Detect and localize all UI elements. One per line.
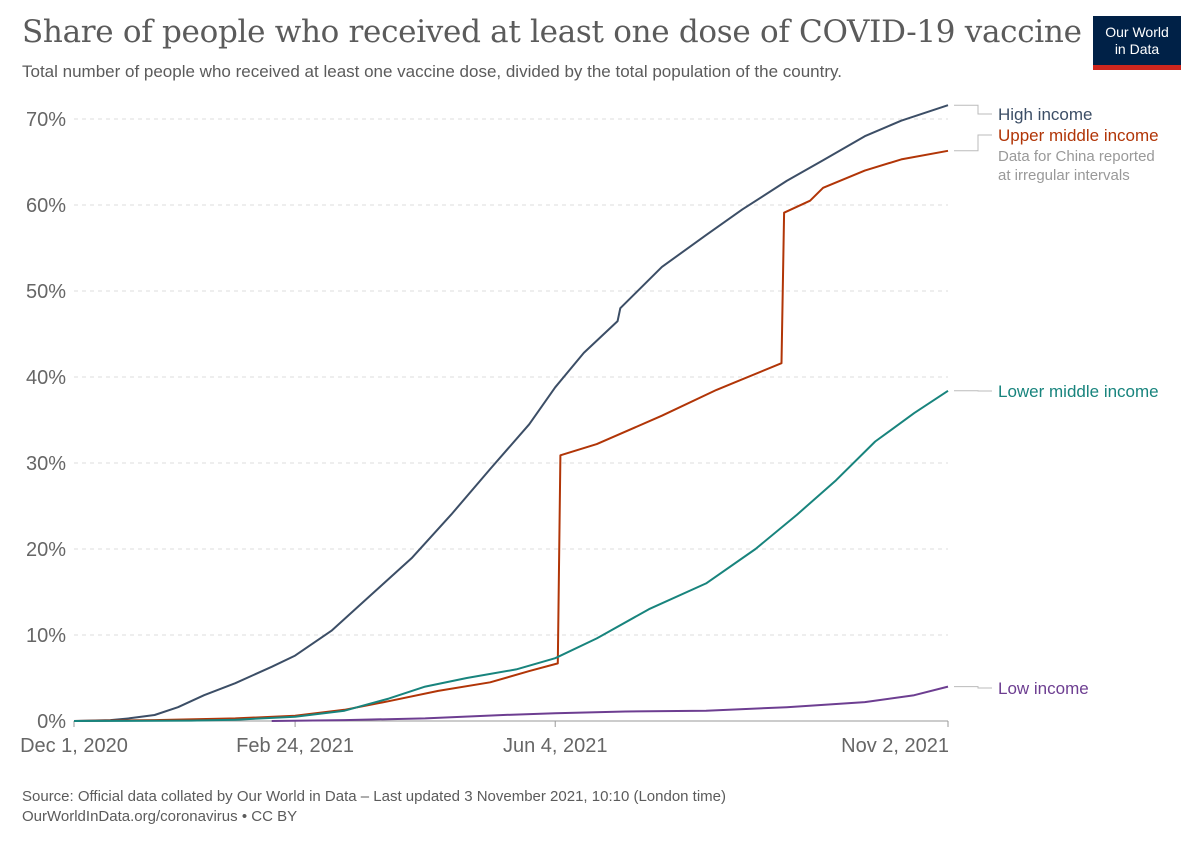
series-label: Lower middle income bbox=[998, 382, 1159, 401]
logo-line-2: in Data bbox=[1114, 41, 1160, 57]
series-label: Low income bbox=[998, 679, 1089, 698]
series-label: High income bbox=[998, 105, 1093, 124]
y-tick-label: 10% bbox=[26, 625, 66, 647]
series-line bbox=[73, 104, 949, 722]
y-tick-label: 60% bbox=[26, 195, 66, 217]
x-tick-label: Dec 1, 2020 bbox=[20, 735, 128, 757]
y-tick-label: 0% bbox=[37, 711, 66, 733]
logo-line-1: Our World bbox=[1105, 24, 1169, 40]
owid-logo[interactable]: Our World in Data bbox=[1093, 16, 1181, 70]
series-line bbox=[271, 685, 949, 722]
logo-accent-bar bbox=[1093, 65, 1181, 70]
label-connector bbox=[954, 134, 992, 152]
annotation-note: Data for China reported bbox=[998, 148, 1155, 165]
y-tick-label: 40% bbox=[26, 367, 66, 389]
y-tick-label: 70% bbox=[26, 109, 66, 131]
y-tick-label: 30% bbox=[26, 453, 66, 475]
y-tick-label: 50% bbox=[26, 281, 66, 303]
y-tick-label: 20% bbox=[26, 539, 66, 561]
series-line bbox=[73, 389, 949, 722]
x-tick-label: Feb 24, 2021 bbox=[236, 735, 354, 757]
series-label: Upper middle income bbox=[998, 126, 1159, 145]
label-connector bbox=[954, 686, 992, 689]
chart-title: Share of people who received at least on… bbox=[22, 14, 1082, 50]
chart-subtitle: Total number of people who received at l… bbox=[22, 62, 842, 81]
x-tick-label: Nov 2, 2021 bbox=[841, 735, 949, 757]
label-connector bbox=[954, 104, 992, 115]
footer-link[interactable]: OurWorldInData.org/coronavirus • CC BY bbox=[22, 808, 298, 825]
x-tick-label: Jun 4, 2021 bbox=[503, 735, 608, 757]
annotation-note: at irregular intervals bbox=[998, 167, 1130, 184]
source-note: Source: Official data collated by Our Wo… bbox=[22, 788, 727, 805]
